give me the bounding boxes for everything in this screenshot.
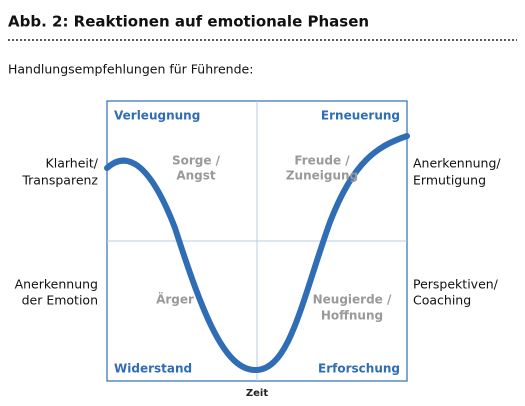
phase-label: Erforschung (318, 362, 400, 376)
phase-label: Widerstand (114, 362, 192, 376)
left-label: Klarheit/ (46, 156, 99, 171)
intro: Handlungsempfehlungen für Führende: (8, 62, 253, 77)
feeling-label: Ärger (156, 292, 194, 307)
feeling-label: Hoffnung (321, 309, 383, 323)
right-label: Perspektiven/ (413, 277, 499, 292)
axis-label: Zeit (246, 388, 268, 399)
title: Abb. 2: Reaktionen auf emotionale Phasen (8, 13, 369, 31)
right-label: Anerkennung/ (413, 156, 501, 171)
feeling-label: Sorge / (172, 154, 221, 168)
feeling-label: Zuneigung (286, 169, 358, 183)
feeling-label: Angst (176, 169, 216, 183)
phase-label: Erneuerung (321, 109, 400, 123)
left-label: der Emotion (22, 293, 98, 308)
feeling-label: Neugierde / (313, 293, 392, 307)
right-label: Ermutigung (413, 173, 486, 188)
right-label: Coaching (413, 293, 471, 308)
phase-label: Verleugnung (114, 109, 200, 123)
emotion-curve (104, 133, 410, 374)
left-label: Anerkennung (15, 277, 98, 292)
feeling-label: Freude / (294, 154, 350, 168)
left-label: Transparenz (21, 173, 98, 188)
